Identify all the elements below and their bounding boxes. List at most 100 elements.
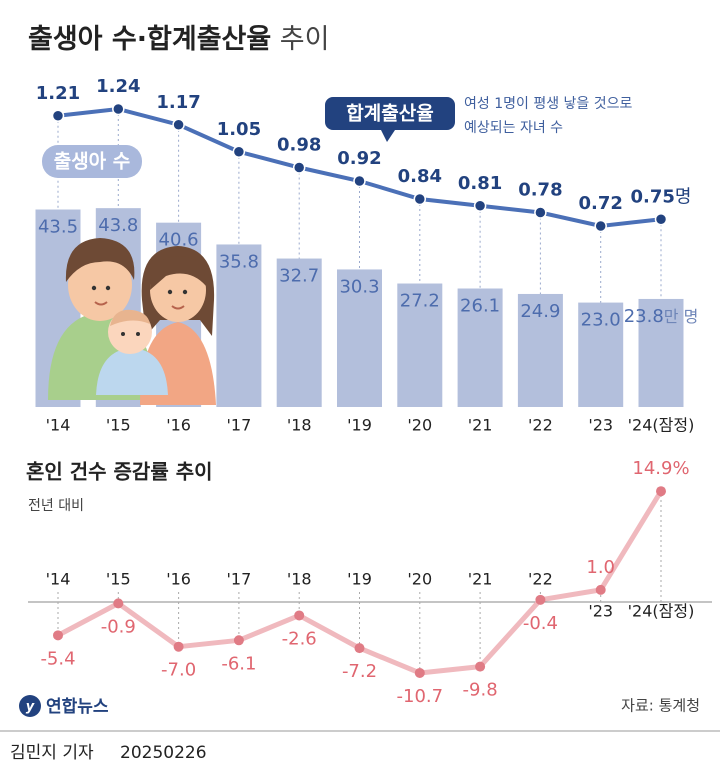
point bbox=[173, 641, 184, 652]
x-tick-label: '14 bbox=[46, 416, 71, 435]
point bbox=[534, 206, 547, 219]
point bbox=[475, 661, 486, 672]
unit: 만 명 bbox=[664, 306, 699, 325]
x-tick-label: '23 bbox=[588, 602, 613, 621]
value: 24.9 bbox=[520, 301, 560, 322]
value: 43.5 bbox=[38, 217, 78, 238]
x-tick-label: '19 bbox=[347, 570, 372, 589]
point-value-label: 1.24 bbox=[96, 76, 140, 97]
point bbox=[53, 630, 63, 641]
x-tick-label: '23 bbox=[588, 416, 613, 435]
value: 26.1 bbox=[460, 296, 500, 317]
bar bbox=[517, 293, 563, 407]
chart2-title: 혼인 건수 증감률 추이 bbox=[26, 460, 213, 484]
bar-value-label: 23.8만 명 bbox=[624, 306, 699, 327]
x-tick-label: '16 bbox=[166, 570, 191, 589]
line-note: 여성 1명이 평생 낳을 것으로 bbox=[464, 96, 633, 112]
source: 자료: 통계청 bbox=[621, 697, 700, 715]
x-tick-label: '15 bbox=[106, 416, 131, 435]
point-value-label: -2.6 bbox=[282, 628, 317, 649]
point bbox=[535, 594, 546, 605]
bar bbox=[578, 302, 624, 407]
line-legend: 합계출산율 bbox=[346, 103, 433, 125]
point bbox=[292, 161, 306, 174]
value: 30.3 bbox=[339, 276, 379, 297]
point bbox=[233, 635, 244, 646]
logo: 연합뉴스 bbox=[46, 696, 109, 717]
value: 0.78 bbox=[518, 180, 562, 201]
point bbox=[232, 145, 246, 158]
bar-value-label: 40.6 bbox=[159, 230, 199, 251]
value: 23.0 bbox=[581, 310, 621, 331]
point-value-label: -0.9 bbox=[101, 616, 136, 637]
logo-glyph: y bbox=[26, 700, 35, 715]
value: 32.7 bbox=[279, 266, 319, 287]
point-value-label: -7.0 bbox=[161, 660, 196, 681]
bar bbox=[457, 288, 503, 407]
point bbox=[353, 174, 366, 188]
bar bbox=[397, 283, 443, 407]
family-illustration bbox=[48, 238, 216, 405]
point-value-label: -9.8 bbox=[463, 680, 498, 701]
bar-legend: 출생아 수 bbox=[54, 151, 131, 173]
bar-value-label: 35.8 bbox=[219, 251, 259, 272]
value: 1.21 bbox=[36, 83, 80, 104]
point bbox=[414, 667, 425, 678]
value: 0.84 bbox=[398, 166, 442, 187]
x-tick-label: '19 bbox=[347, 416, 372, 435]
line-layer: 1.21 1.24 1.17 1.05 0.98 0.92 0.84 0.81 0.78 0.72… bbox=[36, 76, 692, 233]
line-legend-badge bbox=[325, 97, 455, 142]
bar-value-label: 43.5 bbox=[38, 217, 78, 238]
x-tick-label: '18 bbox=[287, 570, 312, 589]
value: 0.92 bbox=[337, 148, 381, 169]
value: 0.81 bbox=[458, 173, 502, 194]
point-value-label: 0.78 bbox=[518, 180, 562, 201]
point bbox=[354, 643, 365, 654]
date: 20250226 bbox=[120, 743, 207, 763]
value: 0.98 bbox=[277, 135, 321, 156]
bar-value-label: 30.3 bbox=[339, 276, 379, 297]
byline: 김민지 기자 bbox=[10, 743, 94, 763]
x-tick-label: '24(잠정) bbox=[628, 602, 695, 621]
bar bbox=[276, 258, 322, 407]
point bbox=[594, 219, 607, 233]
value: 23.8 bbox=[624, 306, 664, 327]
x-tick-label: '20 bbox=[407, 570, 432, 589]
point bbox=[113, 598, 124, 609]
point bbox=[656, 486, 666, 497]
point-value-label: 1.17 bbox=[156, 92, 200, 113]
point-value-label: 14.9% bbox=[632, 458, 689, 479]
point bbox=[112, 102, 125, 116]
bar bbox=[216, 244, 262, 407]
point-value-label: 0.81 bbox=[458, 173, 502, 194]
x-tick-label: '22 bbox=[528, 570, 553, 589]
chart2: '14 '15 '16 '17 '18 '19 '20 '21 '22 '23 '24(잠정) -5.… bbox=[40, 458, 694, 707]
value: 1.24 bbox=[96, 76, 140, 97]
bar-value-label: 23.0 bbox=[581, 310, 621, 331]
point bbox=[473, 199, 487, 212]
point-value-label: -5.4 bbox=[40, 648, 75, 669]
bar bbox=[638, 298, 684, 407]
point-value-label: -6.1 bbox=[221, 653, 256, 674]
point-value-label: 0.75명 bbox=[631, 186, 692, 207]
x-tick-label: '15 bbox=[106, 570, 131, 589]
bar-value-label: 24.9 bbox=[520, 301, 560, 322]
point-value-label: -7.2 bbox=[342, 661, 377, 682]
x-axis: '14 '15 '16 '17 '18 '19 '20 '21 '22 '23 '24(잠정) bbox=[46, 416, 695, 435]
bar-value-label: 43.8 bbox=[98, 215, 138, 236]
x-tick-label: '16 bbox=[166, 416, 191, 435]
point bbox=[595, 584, 606, 595]
chart2-subtitle: 전년 대비 bbox=[28, 498, 84, 514]
unit: 명 bbox=[675, 186, 692, 207]
title-main: 출생아 수·합계출산율 bbox=[28, 24, 271, 55]
x-tick-label: '18 bbox=[287, 416, 312, 435]
point bbox=[51, 109, 65, 122]
value: 1.17 bbox=[156, 92, 200, 113]
bar-value-label: 27.2 bbox=[400, 291, 440, 312]
point-value-label: 0.98 bbox=[277, 135, 321, 156]
bar-value-label: 26.1 bbox=[460, 296, 500, 317]
point bbox=[413, 192, 427, 206]
x-tick-label: '24(잠정) bbox=[628, 416, 695, 435]
